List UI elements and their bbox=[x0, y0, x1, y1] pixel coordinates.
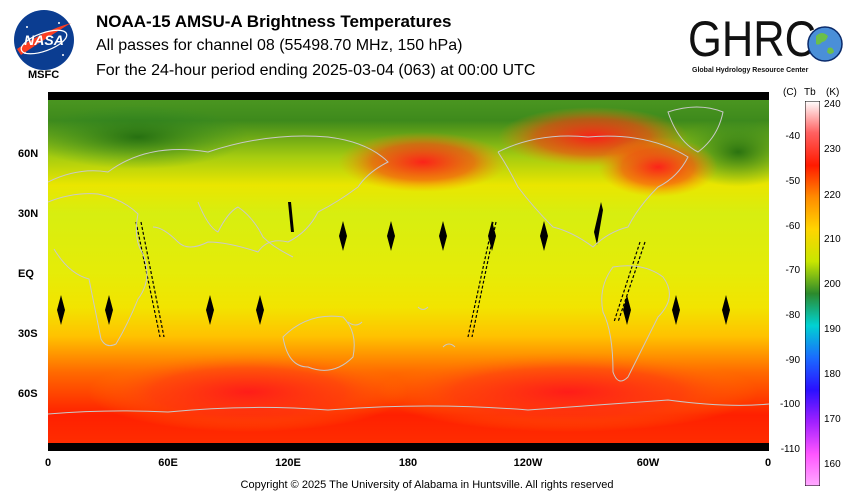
lat-label-eq: EQ bbox=[18, 268, 34, 280]
no-data-band-north bbox=[48, 92, 769, 100]
lon-label-0-east: 0 bbox=[764, 457, 772, 469]
celsius-label: -50 bbox=[785, 176, 800, 187]
globe-icon bbox=[807, 26, 843, 62]
orbit-gap-streaks bbox=[135, 221, 646, 338]
lat-label-30s: 30S bbox=[18, 328, 38, 340]
nasa-logo-text: NASA bbox=[24, 32, 64, 48]
msfc-label: MSFC bbox=[28, 69, 60, 81]
lon-label-120e: 120E bbox=[275, 457, 301, 469]
ghrc-logo: GHRC Global Hydrology Resource Center bbox=[688, 11, 843, 74]
no-data-band-south bbox=[48, 443, 769, 451]
kelvin-label: 180 bbox=[824, 369, 841, 380]
kelvin-label: 190 bbox=[824, 324, 841, 335]
kelvin-label: 240 bbox=[824, 99, 841, 110]
kelvin-label: 170 bbox=[824, 414, 841, 425]
ghrc-logo-text: GHRC bbox=[688, 11, 816, 67]
lon-label-180: 180 bbox=[398, 457, 418, 469]
kelvin-label: 200 bbox=[824, 279, 841, 290]
coastlines bbox=[48, 106, 769, 415]
lat-label-60s: 60S bbox=[18, 388, 38, 400]
lon-label-60w: 60W bbox=[636, 457, 660, 469]
celsius-label: -110 bbox=[780, 444, 800, 455]
celsius-label: -100 bbox=[779, 399, 800, 410]
colorbar-tb-label: Tb bbox=[804, 87, 816, 98]
kelvin-label: 230 bbox=[824, 144, 841, 155]
celsius-label: -70 bbox=[785, 265, 800, 276]
channel-subtitle: All passes for channel 08 (55498.70 MHz,… bbox=[96, 37, 463, 54]
celsius-label: -60 bbox=[785, 221, 800, 232]
celsius-label: -40 bbox=[785, 131, 800, 142]
brightness-temperature-map bbox=[48, 92, 769, 451]
celsius-label: -90 bbox=[785, 355, 800, 366]
kelvin-label: 160 bbox=[824, 459, 841, 470]
nasa-logo: NASA bbox=[14, 10, 74, 70]
lat-label-60n: 60N bbox=[18, 148, 39, 160]
ghrc-tagline: Global Hydrology Resource Center bbox=[692, 67, 809, 74]
kelvin-label: 220 bbox=[824, 190, 841, 201]
lon-label-0: 0 bbox=[44, 457, 52, 469]
lat-label-30n: 30N bbox=[18, 208, 39, 220]
kelvin-label: 210 bbox=[824, 234, 841, 245]
colorbar-kelvin-unit: (K) bbox=[826, 87, 840, 98]
temperature-colorbar bbox=[805, 101, 820, 486]
lon-label-60e: 60E bbox=[158, 457, 178, 469]
copyright-notice: Copyright © 2025 The University of Alaba… bbox=[240, 479, 614, 491]
colorbar-celsius-unit: (C) bbox=[783, 87, 797, 98]
page-title: NOAA-15 AMSU-A Brightness Temperatures bbox=[96, 12, 452, 31]
orbit-gaps bbox=[57, 202, 730, 325]
lon-label-120w: 120W bbox=[513, 457, 543, 469]
celsius-label: -80 bbox=[785, 310, 800, 321]
period-subtitle: For the 24-hour period ending 2025-03-04… bbox=[96, 62, 536, 79]
